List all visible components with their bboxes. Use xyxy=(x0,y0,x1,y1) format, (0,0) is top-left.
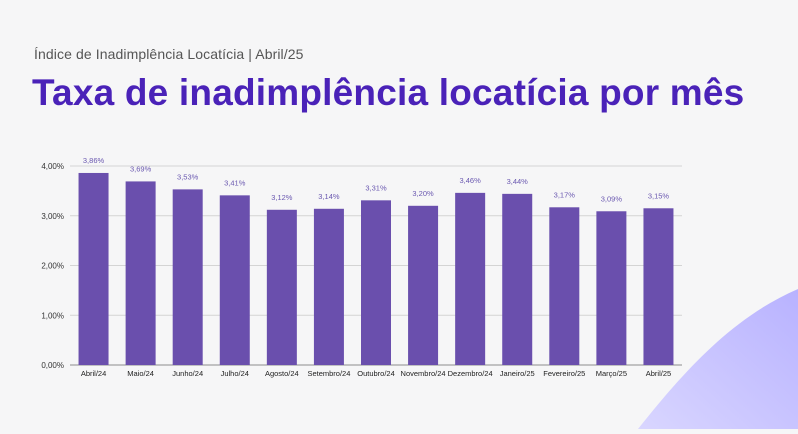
bar xyxy=(549,207,580,365)
x-tick-label: Novembro/24 xyxy=(401,369,446,378)
x-tick-label: Junho/24 xyxy=(172,369,203,378)
bar-chart: 0,00% 1,00% 2,00% 3,00% 4,00% 3,86% Abril/24 3,… xyxy=(41,156,682,378)
bar xyxy=(219,195,250,365)
y-tick-label: 2,00% xyxy=(41,262,64,271)
decorative-corner-shape xyxy=(638,289,798,429)
y-tick-label: 3,00% xyxy=(41,212,64,221)
data-label: 3,12% xyxy=(271,193,293,202)
bar xyxy=(502,193,533,365)
data-label: 3,86% xyxy=(83,156,105,165)
bar xyxy=(172,189,203,365)
bar xyxy=(313,208,344,365)
bar xyxy=(361,200,391,365)
data-label: 3,15% xyxy=(648,191,670,200)
x-tick-label: Abril/25 xyxy=(646,369,671,378)
data-label: 3,46% xyxy=(460,176,482,185)
x-tick-label: Dezembro/24 xyxy=(448,369,493,378)
x-tick-label: Agosto/24 xyxy=(265,369,299,378)
x-tick-label: Setembro/24 xyxy=(307,369,350,378)
x-tick-label: Julho/24 xyxy=(221,369,249,378)
x-tick-label: Outubro/24 xyxy=(357,369,395,378)
bar xyxy=(455,192,486,365)
x-tick-label: Abril/24 xyxy=(81,369,106,378)
bar xyxy=(125,181,156,365)
x-tick-label: Fevereiro/25 xyxy=(543,369,585,378)
data-label: 3,41% xyxy=(224,178,246,187)
bar xyxy=(78,172,109,365)
chart-subtitle: Índice de Inadimplência Locatícia | Abri… xyxy=(34,46,304,62)
data-label: 3,09% xyxy=(601,194,623,203)
data-label: 3,20% xyxy=(412,189,434,198)
chart-title: Taxa de inadimplência locatícia por mês xyxy=(32,72,745,113)
data-label: 3,17% xyxy=(554,190,576,199)
bar xyxy=(643,208,674,365)
data-label: 3,69% xyxy=(130,164,152,173)
data-label: 3,31% xyxy=(365,183,387,192)
x-tick-label: Maio/24 xyxy=(127,369,154,378)
data-label: 3,53% xyxy=(177,172,199,181)
y-tick-label: 1,00% xyxy=(41,311,64,320)
data-label: 3,14% xyxy=(318,192,340,201)
y-tick-label: 4,00% xyxy=(41,162,64,171)
x-tick-label: Março/25 xyxy=(596,369,627,378)
y-tick-label: 0,00% xyxy=(41,361,64,370)
bar xyxy=(408,205,439,365)
x-tick-label: Janeiro/25 xyxy=(500,369,535,378)
data-label: 3,44% xyxy=(507,177,529,186)
chart-area: 0,00% 1,00% 2,00% 3,00% 4,00% 3,86% Abril/24 3,… xyxy=(0,140,798,429)
bar xyxy=(596,211,627,365)
bar xyxy=(266,209,297,365)
